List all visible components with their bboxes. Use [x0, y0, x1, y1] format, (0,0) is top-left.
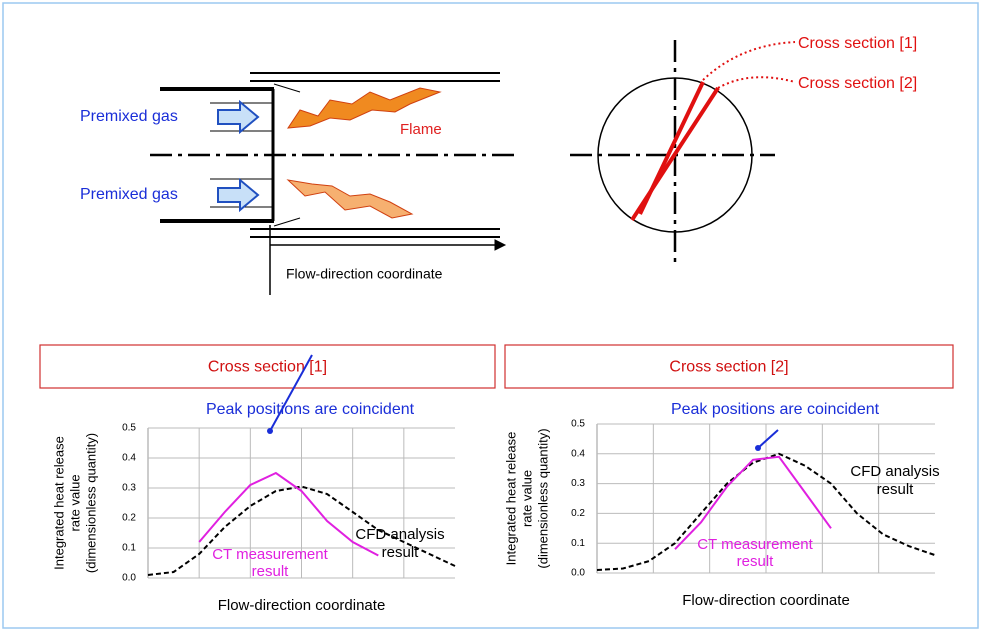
- y-axis-label: (dimensionless quantity): [535, 428, 550, 568]
- gas-label: Premixed gas: [80, 186, 178, 203]
- y-tick-label: 0.5: [122, 423, 136, 434]
- series-line: [199, 473, 378, 556]
- figure: Premixed gas Premixed gas Flame Flow-dir…: [0, 0, 981, 631]
- y-tick-label: 0.1: [122, 543, 136, 554]
- annotation: CT measurement: [212, 546, 328, 563]
- y-axis-label: rate value: [519, 470, 534, 527]
- y-tick-label: 0.0: [122, 573, 136, 584]
- annotation: result: [877, 481, 915, 498]
- annotation: result: [252, 563, 290, 580]
- section-label: Cross section [1]: [798, 35, 917, 52]
- annotation: Peak positions are coincident: [206, 401, 415, 418]
- chart-title: Cross section [2]: [669, 359, 788, 376]
- y-tick-label: 0.4: [122, 453, 136, 464]
- axis-label: Flow-direction coordinate: [286, 266, 443, 282]
- annotation: result: [737, 553, 775, 570]
- annotation: CT measurement: [697, 536, 813, 553]
- annotation: CFD analysis: [355, 526, 444, 543]
- frame: [3, 3, 978, 628]
- annotation: CFD analysis: [850, 463, 939, 480]
- flame-label: Flame: [400, 121, 442, 138]
- flame-shape: [288, 88, 440, 218]
- y-axis-label: Integrated heat release: [503, 432, 518, 566]
- y-tick-label: 0.3: [122, 483, 136, 494]
- x-axis-label: Flow-direction coordinate: [218, 597, 386, 614]
- gas-label: Premixed gas: [80, 108, 178, 125]
- y-tick-label: 0.0: [571, 568, 585, 579]
- y-tick-label: 0.2: [571, 508, 585, 519]
- y-tick-label: 0.4: [571, 448, 585, 459]
- annotation: Peak positions are coincident: [671, 401, 880, 418]
- arrow-head: [267, 428, 273, 434]
- y-tick-label: 0.1: [571, 538, 585, 549]
- section-label: Cross section [2]: [798, 75, 917, 92]
- arrow-head: [755, 445, 761, 451]
- annotation-arrow: [758, 430, 778, 448]
- y-axis-label: Integrated heat release: [51, 436, 66, 570]
- y-tick-label: 0.3: [571, 478, 585, 489]
- x-axis-label: Flow-direction coordinate: [682, 592, 850, 609]
- cross-section: [570, 40, 795, 262]
- y-tick-label: 0.5: [571, 419, 585, 430]
- y-tick-label: 0.2: [122, 513, 136, 524]
- y-axis-label: (dimensionless quantity): [83, 433, 98, 573]
- annotation: result: [382, 544, 420, 561]
- y-axis-label: rate value: [67, 474, 82, 531]
